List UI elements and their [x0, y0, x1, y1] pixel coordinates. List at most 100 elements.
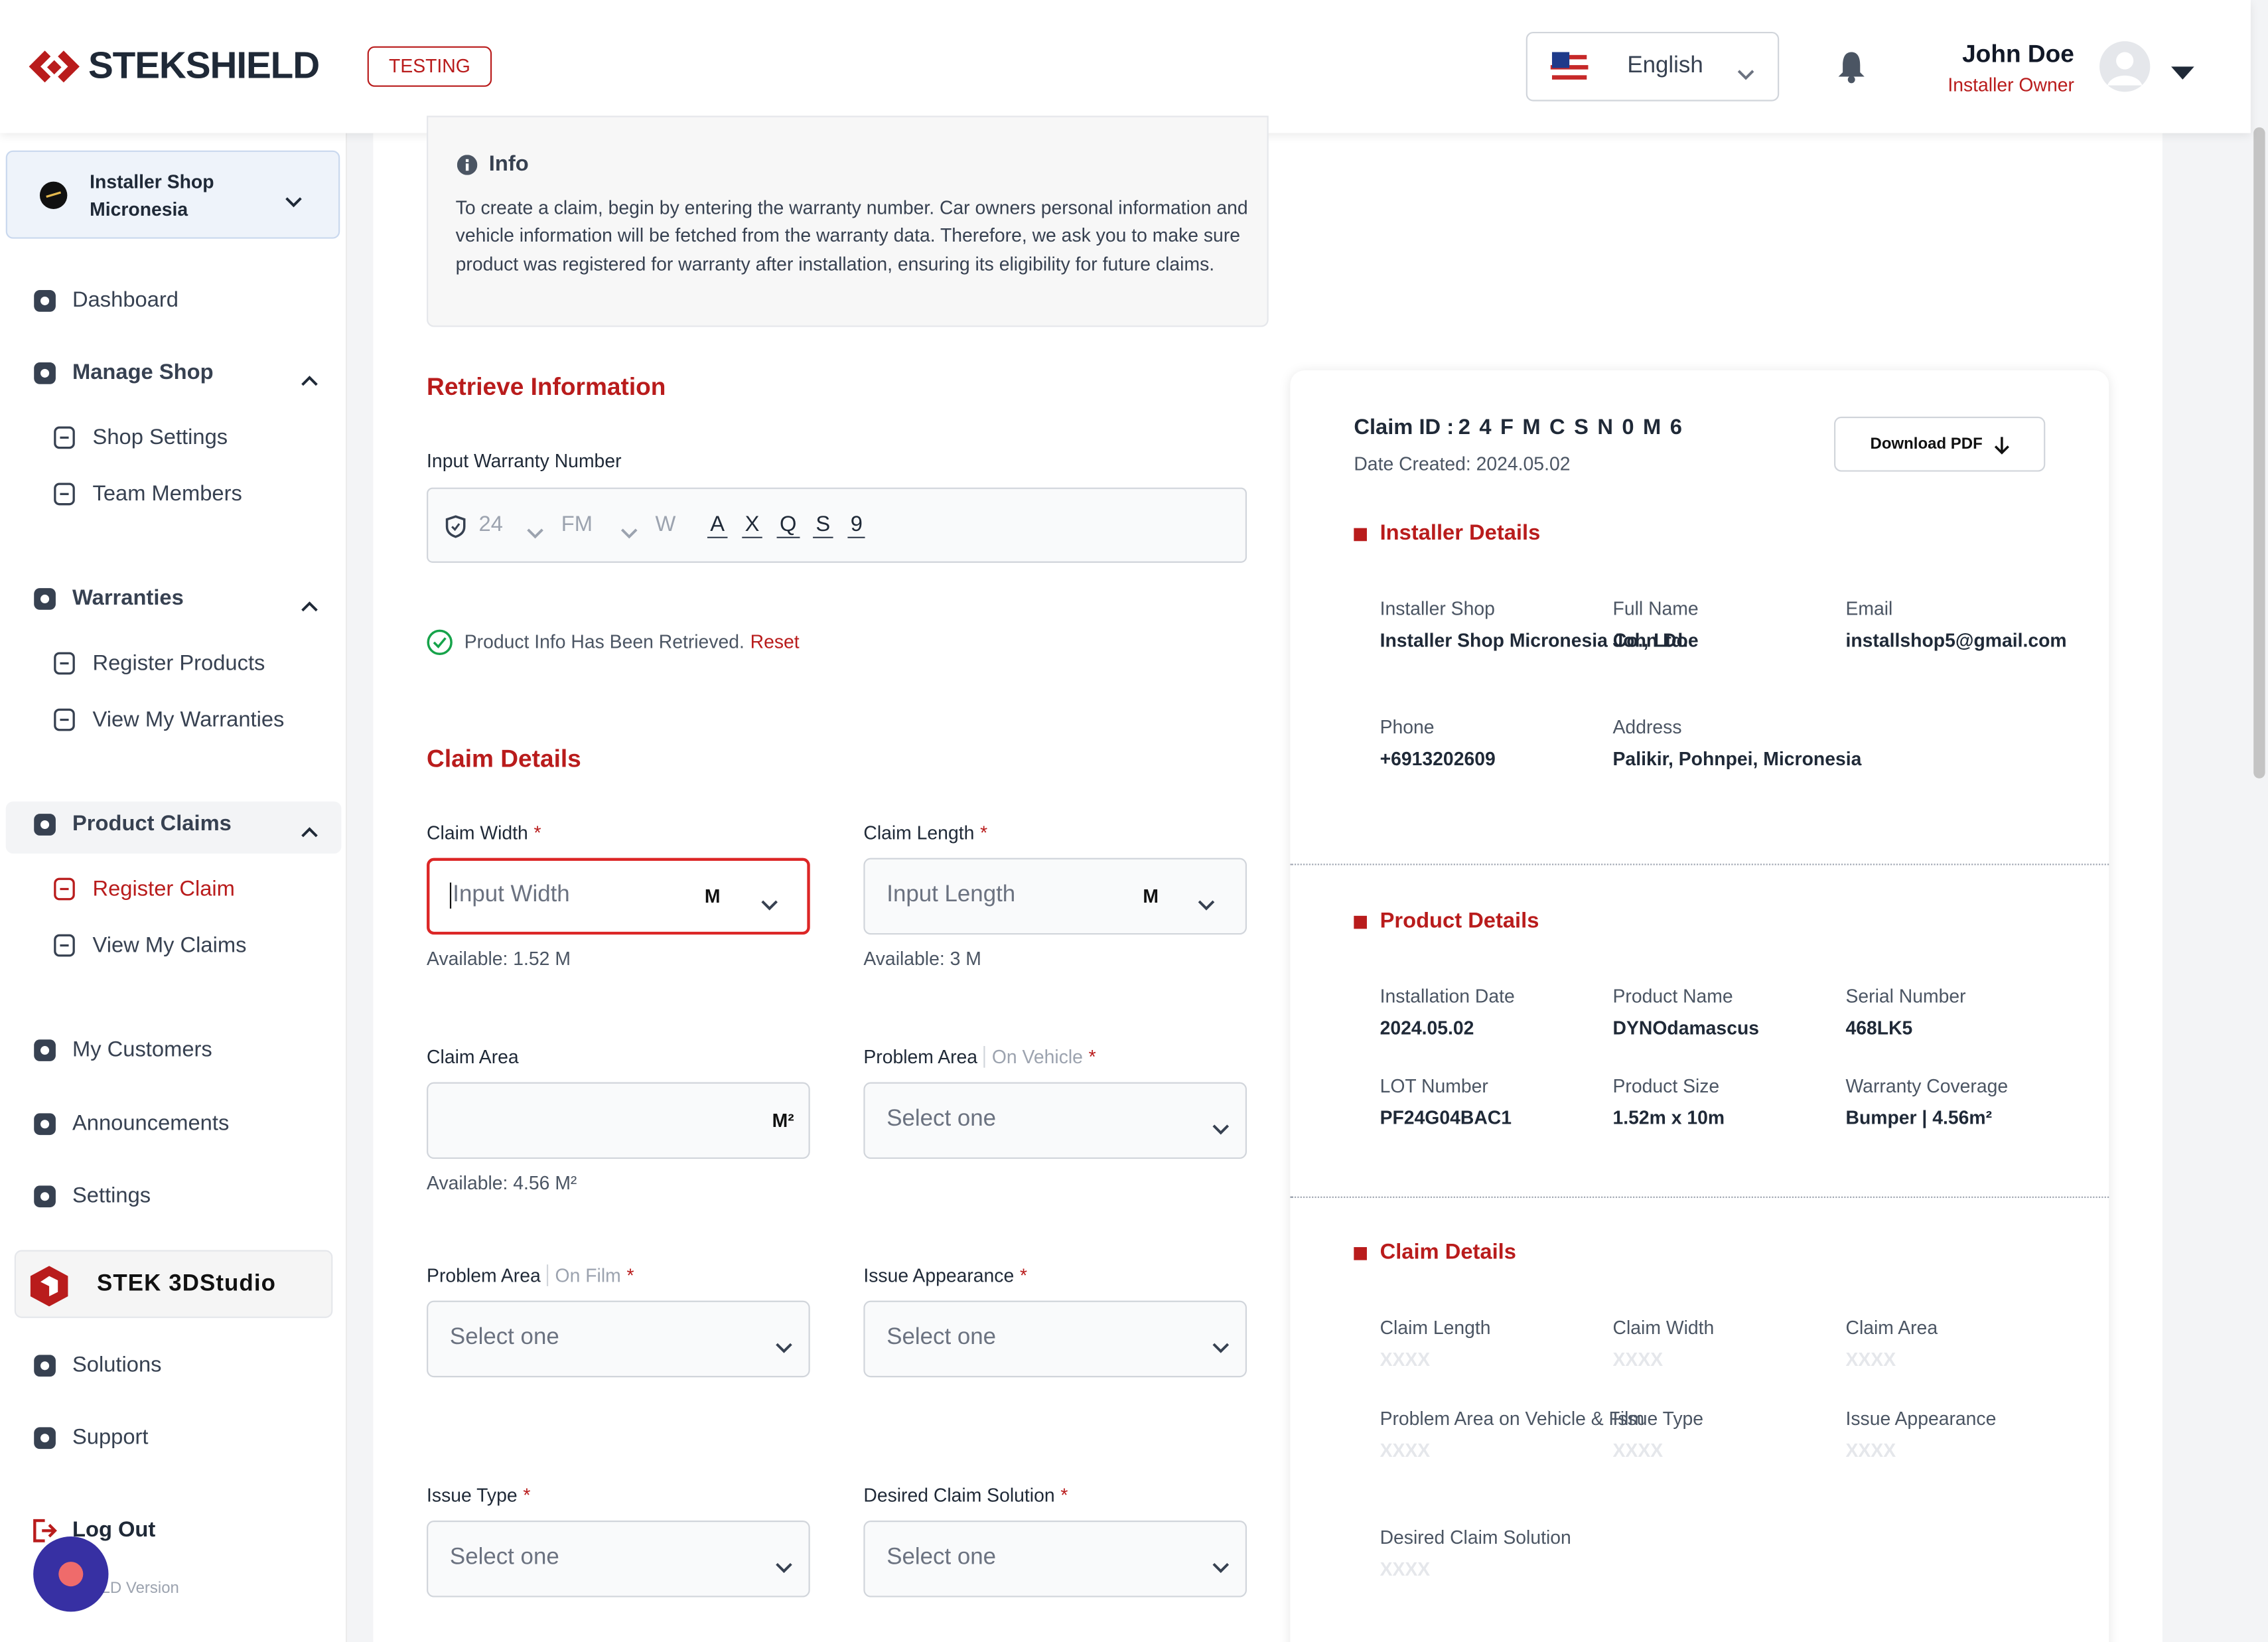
chevron: [1212, 1335, 1230, 1353]
icon-shape: [301, 376, 318, 386]
icon-svg: [54, 708, 75, 731]
chevron: [1198, 893, 1215, 911]
icon-svg: [776, 1563, 792, 1574]
logo-text: STEKSHIELD: [88, 43, 320, 87]
detail-value: PF24G04BAC1: [1380, 1106, 1512, 1128]
section-divider: [1290, 1196, 2109, 1198]
warranty-segment: 9: [847, 512, 866, 538]
detail-value: DYNOdamascus: [1612, 1016, 1760, 1039]
claim-summary-card: Claim ID :2 4 F M C S N 0 M 6 Date Create…: [1290, 370, 2109, 1642]
icon-svg: [527, 528, 543, 539]
nav-item[interactable]: Log Out: [72, 1517, 156, 1542]
icon-shape: [40, 1361, 50, 1371]
reset-link[interactable]: Reset: [750, 631, 800, 653]
success-icon: [427, 629, 453, 656]
download-button[interactable]: Download PDF: [1834, 416, 2046, 472]
nav-item[interactable]: Announcements: [72, 1111, 230, 1136]
available-text: Available: 4.56 M²: [427, 1171, 577, 1194]
form-input[interactable]: Select one: [427, 1300, 810, 1378]
warranty-input[interactable]: 24 FM W A X Q S 9: [427, 487, 1247, 563]
nav-item[interactable]: Shop Settings: [92, 425, 228, 450]
detail-label: Claim Length: [1380, 1316, 1491, 1339]
nav-item[interactable]: Register Claim: [92, 876, 235, 902]
icon-shape: [1212, 1343, 1230, 1353]
detail-field: Installation Date 2024.05.02: [1380, 982, 1575, 1041]
form-input[interactable]: M²: [427, 1082, 810, 1159]
warranty-segment: W: [655, 512, 676, 537]
language-select[interactable]: English: [1525, 31, 1780, 102]
studio-link[interactable]: STEK 3DStudio: [14, 1250, 333, 1318]
field-label: Problem Area On Vehicle *: [863, 1046, 1096, 1068]
nav-item[interactable]: Settings: [72, 1183, 151, 1209]
field-label-text: Problem Area: [863, 1046, 978, 1068]
nav-item[interactable]: Support: [72, 1425, 149, 1450]
shop-name: Installer Shop Micronesia: [90, 171, 214, 220]
icon-svg: [1212, 1563, 1230, 1574]
nav-icon: [32, 288, 58, 314]
icon-shape: [2107, 75, 2143, 86]
icon-svg: [1212, 1343, 1230, 1353]
date-created: Date Created: 2024.05.02: [1354, 453, 1571, 475]
icon-svg: [301, 376, 318, 386]
nav-item[interactable]: Dashboard: [72, 287, 178, 313]
icon-shape: [46, 191, 62, 198]
detail-label: Desired Claim Solution: [1380, 1526, 1571, 1548]
icon-shape: [445, 515, 466, 538]
field-label: Claim Length *: [863, 822, 987, 844]
icon-svg: [301, 827, 318, 838]
detail-label: Address: [1612, 716, 1682, 738]
form-input[interactable]: Select one: [863, 1300, 1247, 1378]
icon-shape: [465, 159, 469, 163]
nav-item[interactable]: View My Claims: [92, 933, 247, 958]
nav-icon: [52, 708, 78, 733]
nav-item[interactable]: Product Claims: [72, 811, 232, 836]
warranty-segment: S: [813, 512, 833, 538]
detail-label: Installer Shop: [1380, 597, 1495, 619]
icon-svg: [29, 50, 80, 83]
nav-icon: [52, 651, 78, 677]
icon-shape: [1212, 1563, 1230, 1574]
icon-shape: [1737, 70, 1754, 80]
icon-shape: [465, 163, 469, 171]
icon-shape: [1551, 54, 1587, 60]
nav-icon: [32, 1353, 58, 1379]
form-input[interactable]: Select one: [863, 1082, 1247, 1159]
nav-icon: [32, 1518, 58, 1544]
icon-svg: [34, 1427, 56, 1450]
nav-icon: [52, 482, 78, 508]
detail-field: Full Name John Doe: [1613, 595, 1808, 654]
detail-value: Bumper | 4.56m²: [1845, 1106, 1993, 1128]
version-label: LD Version: [101, 1580, 179, 1598]
icon-svg: [457, 155, 478, 175]
status-text: Product Info Has Been Retrieved.: [464, 631, 744, 653]
nav-item[interactable]: Manage Shop: [72, 360, 214, 385]
nav-item[interactable]: Warranties: [72, 585, 184, 611]
chevron: [761, 893, 778, 911]
icon-shape: [54, 934, 75, 957]
icon-shape: [2116, 52, 2134, 70]
shop-selector[interactable]: Installer Shop Micronesia: [5, 150, 340, 239]
icon-shape: [58, 1562, 84, 1587]
input-placeholder: Select one: [886, 1545, 997, 1570]
detail-field: Warranty Coverage Bumper | 4.56m²: [1845, 1072, 2040, 1131]
form-input[interactable]: Input Length M: [863, 858, 1247, 935]
icon-svg: [285, 197, 302, 208]
form-input[interactable]: Select one: [427, 1521, 810, 1598]
claim-id-label: Claim ID :: [1354, 415, 1454, 440]
icon-shape: [1550, 65, 1589, 70]
nav-icon: [32, 360, 58, 386]
chevron: [285, 190, 302, 208]
detail-field: Product Name DYNOdamascus: [1613, 982, 1808, 1041]
nav-item[interactable]: Solutions: [72, 1353, 162, 1378]
icon-shape: [285, 197, 302, 208]
nav-item[interactable]: View My Warranties: [92, 707, 285, 733]
claim-id-value: 2 4 F M C S N 0 M 6: [1458, 415, 1684, 440]
nav-item[interactable]: Team Members: [92, 481, 242, 506]
nav-item[interactable]: Register Products: [92, 650, 265, 676]
form-input[interactable]: Input Width M: [427, 858, 810, 935]
nav-item[interactable]: My Customers: [72, 1037, 212, 1063]
detail-field: Desired Claim Solution XXXX: [1380, 1523, 1575, 1582]
form-input[interactable]: Select one: [863, 1521, 1247, 1598]
icon-svg: [54, 483, 75, 506]
icon-svg: [2170, 66, 2194, 80]
